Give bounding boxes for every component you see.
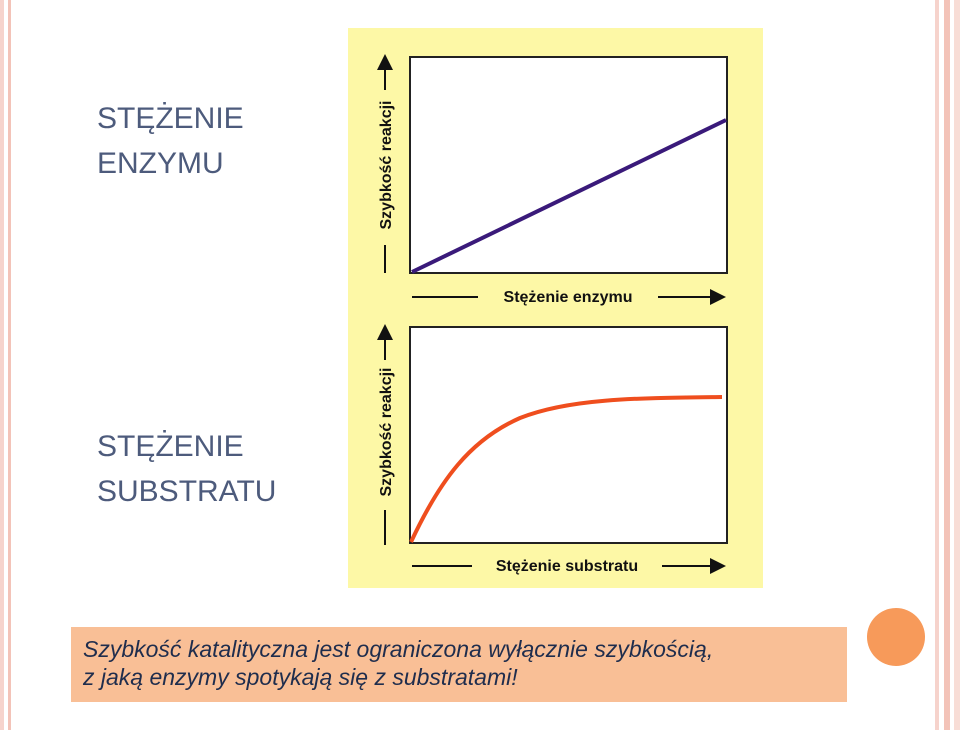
border [0, 0, 4, 730]
dot [867, 608, 925, 666]
x-axis-label: Stężenie enzymu [504, 289, 633, 306]
chart-2: Szybkość reakcji Stężenie substratu [377, 324, 728, 575]
border [935, 0, 939, 730]
border [944, 0, 950, 730]
side-label: STĘŻENIE ENZYMU [97, 102, 244, 180]
curve [409, 395, 723, 543]
border [8, 0, 11, 730]
x-axis-label: Stężenie substratu [496, 558, 638, 575]
y-axis-label: Szybkość reakcji [378, 101, 395, 230]
plot-area [409, 326, 728, 544]
curve [411, 118, 727, 274]
caption-box: Szybkość katalityczna jest ograniczona w… [71, 627, 847, 702]
border [954, 0, 960, 730]
y-axis-label: Szybkość reakcji [378, 368, 395, 497]
side-label: STĘŻENIE SUBSTRATU [97, 430, 277, 508]
chart-1: Szybkość reakcji Stężenie enzymu [377, 54, 728, 306]
caption-line: z jaką enzymy spotykają się z substratam… [83, 664, 518, 690]
plot-area [409, 56, 728, 274]
caption-line: Szybkość katalityczna jest ograniczona w… [83, 636, 714, 662]
